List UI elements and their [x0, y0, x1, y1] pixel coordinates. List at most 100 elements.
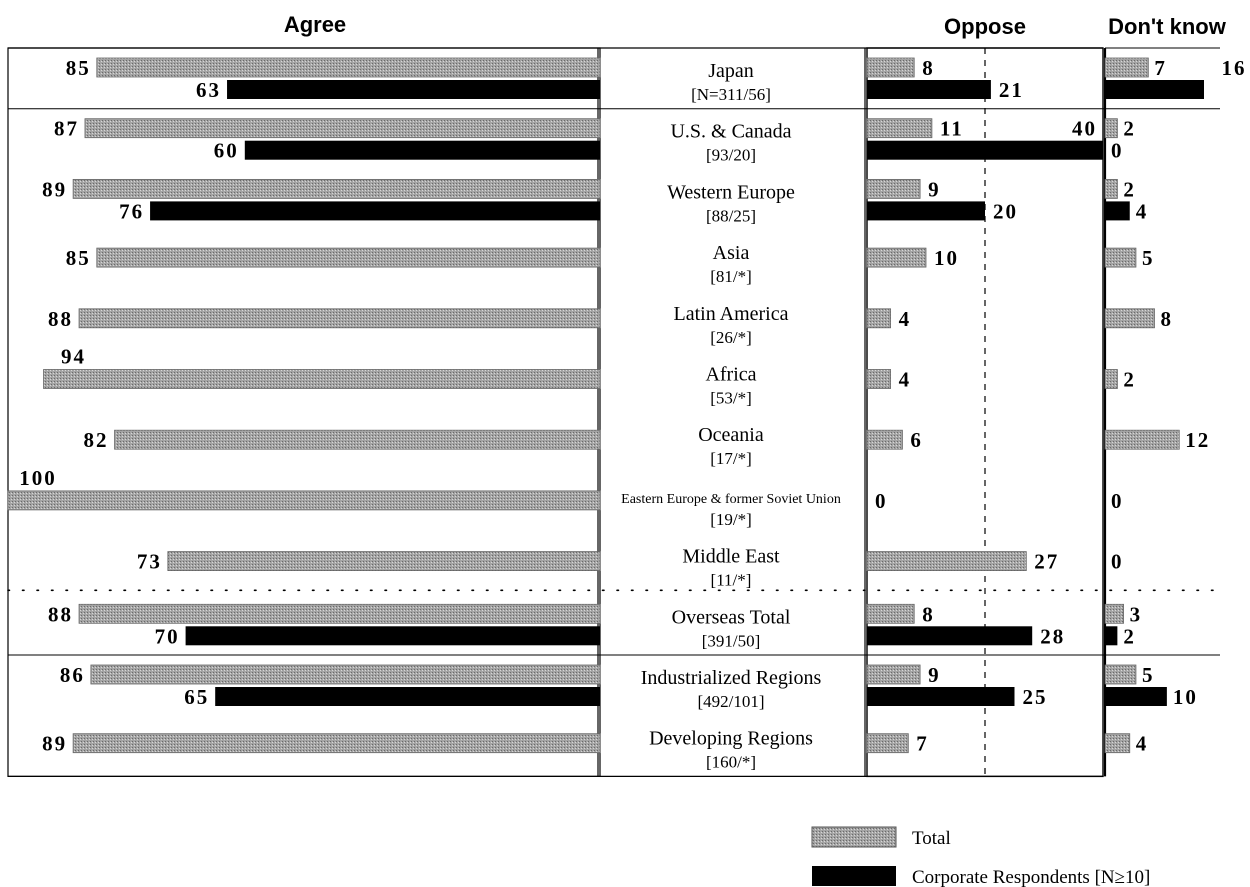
label-agree-total-africa: 94 [61, 345, 86, 369]
label-dont-know-total-asia: 5 [1142, 246, 1155, 270]
label-agree-corporate-u-s-canada: 60 [214, 139, 239, 163]
label-oppose-total-industrialized-regions: 9 [928, 663, 941, 687]
bar-agree-corporate-japan [227, 80, 601, 99]
label-oppose-total-japan: 8 [922, 56, 935, 80]
bar-oppose-total-overseas-total [866, 603, 915, 624]
bar-agree-total-developing-regions [72, 733, 601, 754]
label-oppose-total-middle-east: 27 [1034, 550, 1059, 574]
bar-dont-know-corporate-industrialized-regions [1105, 687, 1167, 706]
region-n-overseas-total: [391/50] [702, 631, 761, 650]
label-agree-corporate-industrialized-regions: 65 [184, 685, 209, 709]
region-n-asia: [81/*] [710, 267, 752, 286]
bar-oppose-total-japan [866, 57, 915, 78]
label-dont-know-corporate-u-s-canada: 0 [1111, 139, 1124, 163]
bar-oppose-corporate-western-europe [867, 201, 985, 221]
label-dont-know-total-overseas-total: 3 [1130, 602, 1143, 626]
legend-label-total: Total [912, 828, 951, 849]
label-dont-know-total-developing-regions: 4 [1136, 732, 1149, 756]
label-agree-total-japan: 85 [66, 56, 91, 80]
label-agree-total-western-europe: 89 [42, 177, 67, 201]
label-dont-know-total-eastern-europe-former-soviet-union: 0 [1111, 489, 1124, 513]
label-oppose-total-asia: 10 [934, 246, 959, 270]
bar-dont-know-corporate-japan [1105, 80, 1204, 99]
label-agree-total-developing-regions: 89 [42, 732, 67, 756]
label-agree-corporate-japan: 63 [196, 78, 221, 102]
bar-oppose-total-industrialized-regions [866, 664, 921, 685]
bar-oppose-total-u-s-canada [866, 118, 933, 139]
label-oppose-total-africa: 4 [899, 368, 912, 392]
legend-swatch-corporate [812, 866, 896, 886]
label-dont-know-corporate-industrialized-regions: 10 [1173, 685, 1198, 709]
region-label-u-s-canada: U.S. & Canada [670, 121, 791, 143]
label-oppose-total-western-europe: 9 [928, 177, 941, 201]
header-oppose: Oppose [944, 14, 1026, 39]
region-n-u-s-canada: [93/20] [706, 146, 756, 165]
bar-agree-corporate-overseas-total [185, 626, 600, 646]
bar-dont-know-total-u-s-canada [1104, 118, 1118, 139]
header-agree: Agree [284, 12, 346, 37]
label-dont-know-total-japan: 7 [1154, 56, 1167, 80]
bar-agree-total-overseas-total [78, 603, 601, 624]
region-label-middle-east: Middle East [682, 546, 780, 568]
bar-dont-know-total-western-europe [1104, 178, 1118, 199]
label-agree-total-overseas-total: 88 [48, 602, 73, 626]
bar-dont-know-total-overseas-total [1104, 603, 1124, 624]
label-dont-know-total-latin-america: 8 [1161, 307, 1174, 331]
bar-agree-corporate-western-europe [150, 201, 600, 221]
label-agree-total-oceania: 82 [84, 428, 109, 452]
label-dont-know-corporate-overseas-total: 2 [1123, 624, 1136, 648]
label-oppose-total-eastern-europe-former-soviet-union: 0 [875, 489, 888, 513]
bar-agree-corporate-u-s-canada [244, 140, 601, 160]
label-dont-know-total-western-europe: 2 [1123, 177, 1136, 201]
bar-dont-know-corporate-overseas-total [1105, 626, 1118, 646]
bar-oppose-corporate-u-s-canada [867, 140, 1103, 160]
label-oppose-corporate-industrialized-regions: 25 [1023, 685, 1048, 709]
bar-dont-know-total-africa [1104, 369, 1118, 389]
bar-dont-know-total-industrialized-regions [1104, 664, 1137, 685]
label-oppose-total-developing-regions: 7 [916, 732, 929, 756]
header-dont-know: Don't know [1108, 14, 1227, 39]
bar-oppose-total-western-europe [866, 178, 921, 199]
bar-agree-total-industrialized-regions [90, 664, 601, 685]
label-oppose-total-latin-america: 4 [899, 307, 912, 331]
bar-agree-total-africa [43, 369, 601, 389]
region-n-africa: [53/*] [710, 389, 752, 408]
region-label-developing-regions: Developing Regions [649, 728, 813, 750]
label-dont-know-corporate-western-europe: 4 [1136, 199, 1149, 223]
bar-agree-total-middle-east [167, 551, 601, 571]
label-oppose-corporate-western-europe: 20 [993, 199, 1018, 223]
label-dont-know-total-africa: 2 [1123, 368, 1136, 392]
bar-dont-know-total-japan [1104, 57, 1149, 78]
region-label-africa: Africa [705, 364, 756, 386]
region-n-middle-east: [11/*] [711, 571, 752, 590]
legend: Total Corporate Respondents [N≥10] [811, 826, 1150, 887]
bar-agree-total-latin-america [78, 308, 601, 329]
region-n-oceania: [17/*] [710, 449, 752, 468]
legend-swatch-total [811, 826, 897, 848]
label-dont-know-total-middle-east: 0 [1111, 550, 1124, 574]
label-oppose-corporate-overseas-total: 28 [1040, 624, 1065, 648]
bar-oppose-total-developing-regions [866, 733, 909, 754]
bar-oppose-total-latin-america [866, 308, 892, 329]
bar-agree-total-oceania [114, 429, 601, 450]
region-n-eastern-europe-former-soviet-union: [19/*] [710, 510, 752, 529]
label-dont-know-total-industrialized-regions: 5 [1142, 663, 1155, 687]
region-label-western-europe: Western Europe [667, 181, 795, 203]
bar-dont-know-total-latin-america [1104, 308, 1155, 329]
bar-oppose-corporate-overseas-total [867, 626, 1033, 646]
bar-dont-know-total-oceania [1104, 429, 1180, 450]
region-n-japan: [N=311/56] [691, 85, 771, 104]
label-oppose-total-overseas-total: 8 [922, 602, 935, 626]
legend-label-corporate: Corporate Respondents [N≥10] [912, 867, 1150, 887]
label-agree-total-industrialized-regions: 86 [60, 663, 85, 687]
label-oppose-corporate-u-s-canada: 40 [1072, 117, 1097, 141]
region-label-japan: Japan [708, 60, 754, 82]
label-agree-total-middle-east: 73 [137, 550, 162, 574]
label-agree-corporate-overseas-total: 70 [155, 624, 180, 648]
label-oppose-total-oceania: 6 [910, 428, 923, 452]
label-agree-total-u-s-canada: 87 [54, 117, 79, 141]
bar-agree-total-eastern-europe-former-soviet-union [7, 490, 601, 511]
bar-agree-total-western-europe [72, 178, 601, 199]
